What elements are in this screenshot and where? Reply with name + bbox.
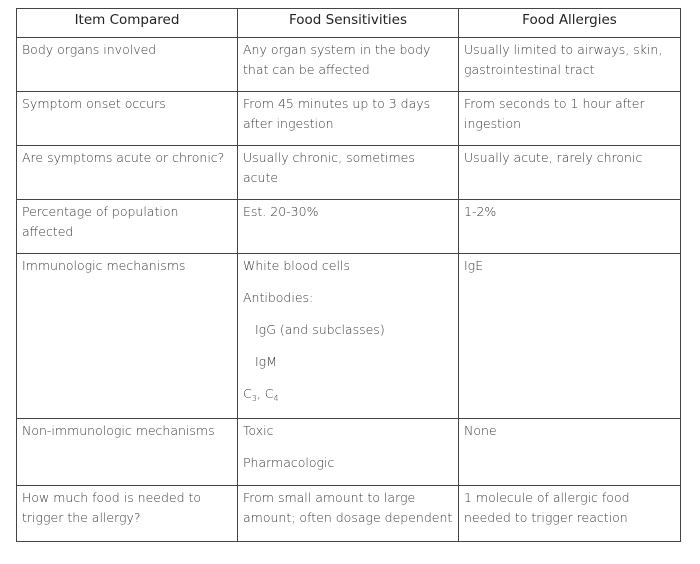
cell-sensitivities: From small amount to large amount; often…	[237, 485, 459, 542]
table-row: Immunologic mechanisms White blood cells…	[16, 253, 681, 419]
cell-item: Percentage of population affected	[16, 199, 238, 254]
complement-c4-subscript: 4	[273, 394, 279, 403]
cell-sensitivities: From 45 minutes up to 3 days after inges…	[237, 91, 459, 146]
cell-allergies: From seconds to 1 hour after ingestion	[458, 91, 681, 146]
mechanism-antibodies: Antibodies:	[243, 290, 314, 305]
cell-sensitivities: Any organ system in the body that can be…	[237, 37, 459, 92]
cell-sensitivities: Est. 20-30%	[237, 199, 459, 254]
cell-allergies: Usually limited to airways, skin, gastro…	[458, 37, 681, 92]
complement-separator: , C	[256, 386, 274, 401]
mechanism-igg: IgG (and subclasses)	[255, 322, 385, 337]
mechanism-igm: IgM	[255, 354, 277, 369]
table-row: How much food is needed to trigger the a…	[16, 485, 681, 542]
table-header-row: Item Compared Food Sensitivities Food Al…	[16, 8, 681, 38]
cell-item: How much food is needed to trigger the a…	[16, 485, 238, 542]
table-row: Percentage of population affected Est. 2…	[16, 199, 681, 254]
header-item-compared: Item Compared	[16, 8, 238, 38]
complement-c3-subscript: 3	[251, 394, 257, 403]
table-row: Non-immunologic mechanisms Toxic Pharmac…	[16, 418, 681, 486]
cell-allergies: Usually acute, rarely chronic	[458, 145, 681, 200]
cell-item: Body organs involved	[16, 37, 238, 92]
complement-c-prefix: C	[243, 386, 252, 401]
cell-item: Non-immunologic mechanisms	[16, 418, 238, 486]
cell-sensitivities: White blood cells Antibodies: IgG (and s…	[237, 253, 459, 419]
cell-allergies: 1 molecule of allergic food needed to tr…	[458, 485, 681, 542]
header-food-sensitivities: Food Sensitivities	[237, 8, 459, 38]
mechanism-complement: C3, C4	[243, 384, 453, 406]
cell-sensitivities: Usually chronic, sometimes acute	[237, 145, 459, 200]
cell-item: Immunologic mechanisms	[16, 253, 238, 419]
food-comparison-table: Item Compared Food Sensitivities Food Al…	[16, 8, 681, 542]
mechanism-white-blood-cells: White blood cells	[243, 258, 350, 273]
table-row: Are symptoms acute or chronic? Usually c…	[16, 145, 681, 200]
cell-item: Are symptoms acute or chronic?	[16, 145, 238, 200]
table-row: Body organs involved Any organ system in…	[16, 37, 681, 92]
cell-allergies: None	[458, 418, 681, 486]
cell-allergies: IgE	[458, 253, 681, 419]
cell-allergies: 1-2%	[458, 199, 681, 254]
cell-item: Symptom onset occurs	[16, 91, 238, 146]
header-food-allergies: Food Allergies	[458, 8, 681, 38]
cell-sensitivities: Toxic Pharmacologic	[237, 418, 459, 486]
mechanism-pharmacologic: Pharmacologic	[243, 455, 335, 470]
table-row: Symptom onset occurs From 45 minutes up …	[16, 91, 681, 146]
comparison-table-container: Item Compared Food Sensitivities Food Al…	[16, 8, 681, 542]
mechanism-toxic: Toxic	[243, 423, 274, 438]
